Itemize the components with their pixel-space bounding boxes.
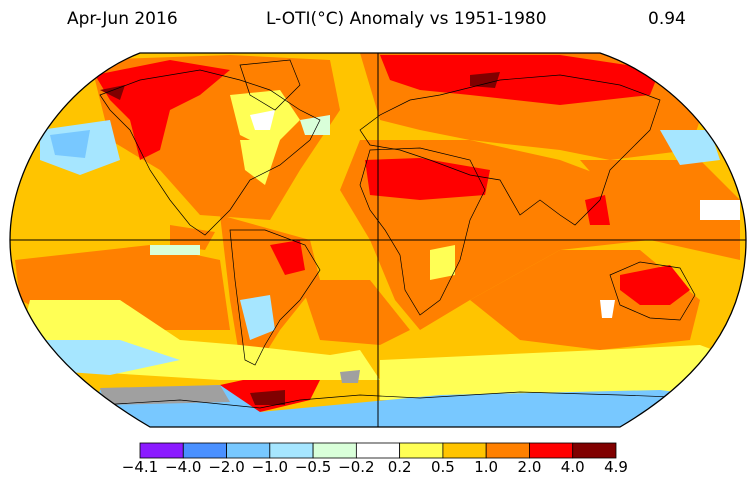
hot-alaska — [95, 60, 230, 160]
cold-north-pacific-core — [50, 130, 90, 158]
legend-tick-label: −1.0 — [251, 458, 289, 476]
mild-africa — [430, 245, 455, 280]
coast-north-america — [99, 69, 321, 236]
slight-cool-patches — [150, 115, 330, 255]
coast-africa — [359, 147, 486, 316]
anomaly-map — [9, 52, 747, 428]
coast-antarctica — [99, 391, 701, 409]
legend-cell — [529, 442, 574, 459]
legend-cells — [139, 442, 617, 459]
hot-australia — [620, 265, 690, 305]
very-hot-alaska — [100, 85, 125, 100]
warm-south-atlantic — [300, 280, 410, 345]
coast-europe-asia — [359, 74, 661, 226]
legend-cell — [182, 442, 227, 459]
coast-south-america — [229, 229, 321, 366]
legend-cell — [269, 442, 314, 459]
hot-amazon — [270, 240, 305, 275]
hot-sahara — [365, 158, 490, 200]
very-hot-siberia — [470, 72, 500, 88]
legend-tick-label: 1.0 — [474, 458, 499, 476]
legend-cell — [442, 442, 487, 459]
legend-cell — [312, 442, 357, 459]
legend-cell — [226, 442, 271, 459]
legend-tick-label: 0.2 — [387, 458, 412, 476]
coast-australia — [609, 261, 696, 321]
warm-east-pacific — [170, 225, 215, 250]
legend-tick-label: −4.1 — [121, 458, 159, 476]
legend-tick-label: −0.2 — [338, 458, 375, 476]
map-title: L-OTI(°C) Anomaly vs 1951-1980 — [266, 9, 547, 29]
legend-cell — [139, 442, 184, 459]
mild-greenland — [240, 140, 280, 185]
legend-tick-label: 4.9 — [604, 458, 628, 476]
coast-greenland — [239, 59, 301, 111]
legend-tick-label: −2.0 — [208, 458, 245, 476]
legend-tick-label: 0.5 — [430, 458, 455, 476]
globe-outline — [9, 52, 747, 428]
period-label: Apr-Jun 2016 — [67, 9, 178, 29]
missing-data-region — [100, 370, 360, 405]
legend-tick-label: 2.0 — [517, 458, 542, 476]
legend-tick-label: −0.5 — [294, 458, 332, 476]
legend-cell — [572, 442, 617, 459]
legend-cell — [355, 442, 401, 459]
cool-nw-pacific — [660, 130, 720, 165]
cool-antarctica — [80, 385, 740, 427]
very-hot-peninsula — [250, 390, 285, 405]
legend-tick-label: −4.0 — [165, 458, 202, 476]
warm-north-pacific — [580, 160, 740, 260]
cool-south-america-tip — [240, 295, 275, 340]
coastlines — [99, 59, 701, 409]
hot-se-asia — [585, 195, 610, 225]
legend-cell — [399, 442, 444, 459]
legend-cell — [485, 442, 530, 459]
mild-southern-ocean — [380, 345, 740, 400]
legend-tick-label: 4.0 — [560, 458, 585, 476]
global-mean-value: 0.94 — [648, 9, 686, 29]
